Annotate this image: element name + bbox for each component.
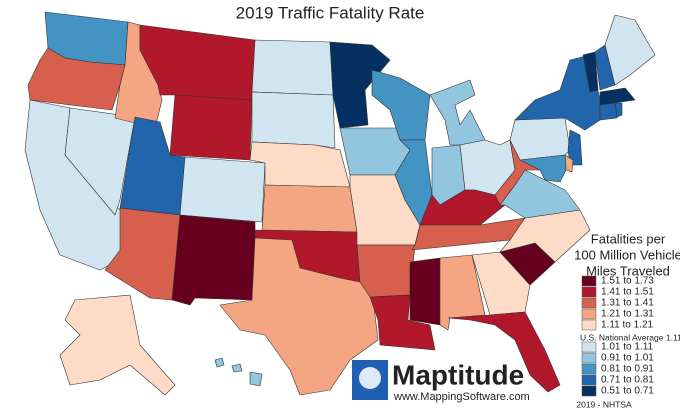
state [356,244,416,298]
state [604,14,656,86]
legend-title: Miles Traveled [586,263,670,278]
legend-label: 0.71 to 0.81 [601,375,654,386]
state [59,294,176,396]
credit: 2019 - NHTSA [576,399,632,409]
state [509,117,571,161]
legend-label: 0.81 to 0.91 [601,364,654,375]
legend-swatch [581,363,597,375]
legend-label: 1.31 to 1.41 [601,298,654,309]
state [219,237,379,396]
legend-label: 1.51 to 1.73 [601,276,654,287]
state [171,214,256,306]
state [471,251,531,316]
legend-title: 100 Million Vehicle [574,247,680,262]
legend-label: 1.01 to 1.11 [601,342,654,353]
legend-swatch [581,308,597,320]
state [261,184,358,233]
title: 2019 Traffic Fatality Rate [236,3,425,22]
legend-swatch [581,297,597,309]
state [249,371,263,387]
state [251,39,334,96]
legend-title: Fatalities per [591,231,666,246]
legend-swatch [581,341,597,353]
state [409,257,441,326]
logo-name: Maptitude [392,359,524,390]
legend-label: 1.41 to 1.51 [601,287,654,298]
state [179,156,266,223]
state [582,51,599,93]
legend-label: 1.21 to 1.31 [601,309,654,320]
legend-swatch [581,385,597,397]
state [369,294,436,351]
legend-swatch [581,374,597,386]
logo-icon [359,367,381,389]
legend-note: U.S. National Average 1.11 [580,332,680,342]
state [599,102,618,121]
logo-url: www.MappingSoftware.com [393,391,530,403]
state [231,363,243,373]
state [27,47,126,111]
us-map [24,11,656,396]
state [251,91,336,149]
legend-label: 0.91 to 1.01 [601,353,654,364]
state [519,154,567,183]
legend-label: 0.51 to 0.71 [601,386,654,397]
state [567,129,583,166]
legend-swatch [581,352,597,364]
legend-label: 1.11 to 1.21 [601,320,654,331]
state [214,357,225,368]
legend-swatch [581,275,597,287]
state [447,311,561,393]
state [329,41,391,129]
state [419,189,506,226]
state [614,102,623,118]
logo: Maptitude www.MappingSoftware.com [352,359,530,403]
state [429,79,486,146]
state [599,87,636,106]
legend-swatch [581,319,597,331]
state [169,94,253,161]
state [249,141,351,188]
state [499,209,591,263]
legend-swatch [581,286,597,298]
